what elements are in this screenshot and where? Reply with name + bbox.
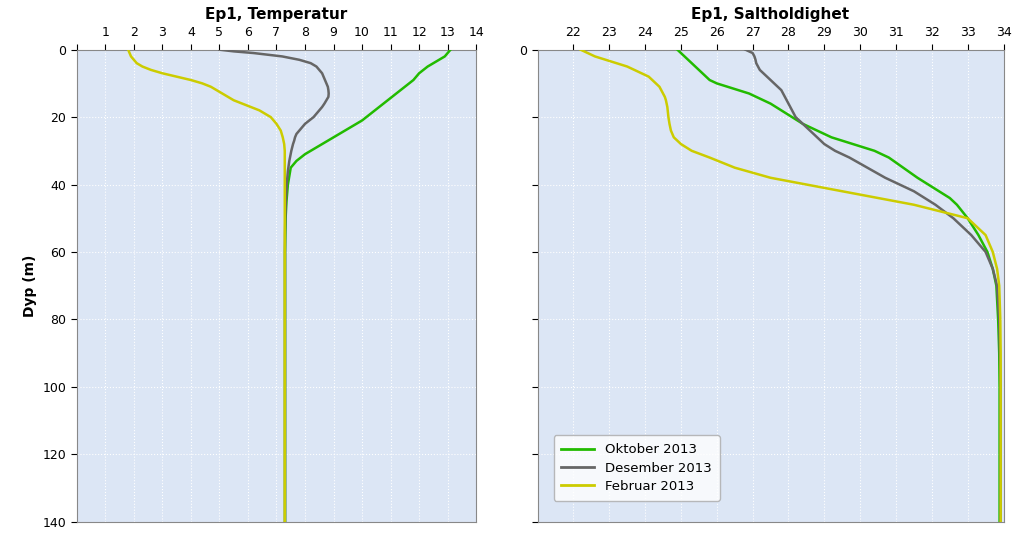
Y-axis label: Dyp (m): Dyp (m) xyxy=(23,254,37,317)
Title: Ep1, Saltholdighet: Ep1, Saltholdighet xyxy=(691,7,850,22)
Title: Ep1, Temperatur: Ep1, Temperatur xyxy=(206,7,347,22)
Legend: Oktober 2013, Desember 2013, Februar 2013: Oktober 2013, Desember 2013, Februar 201… xyxy=(554,436,720,501)
